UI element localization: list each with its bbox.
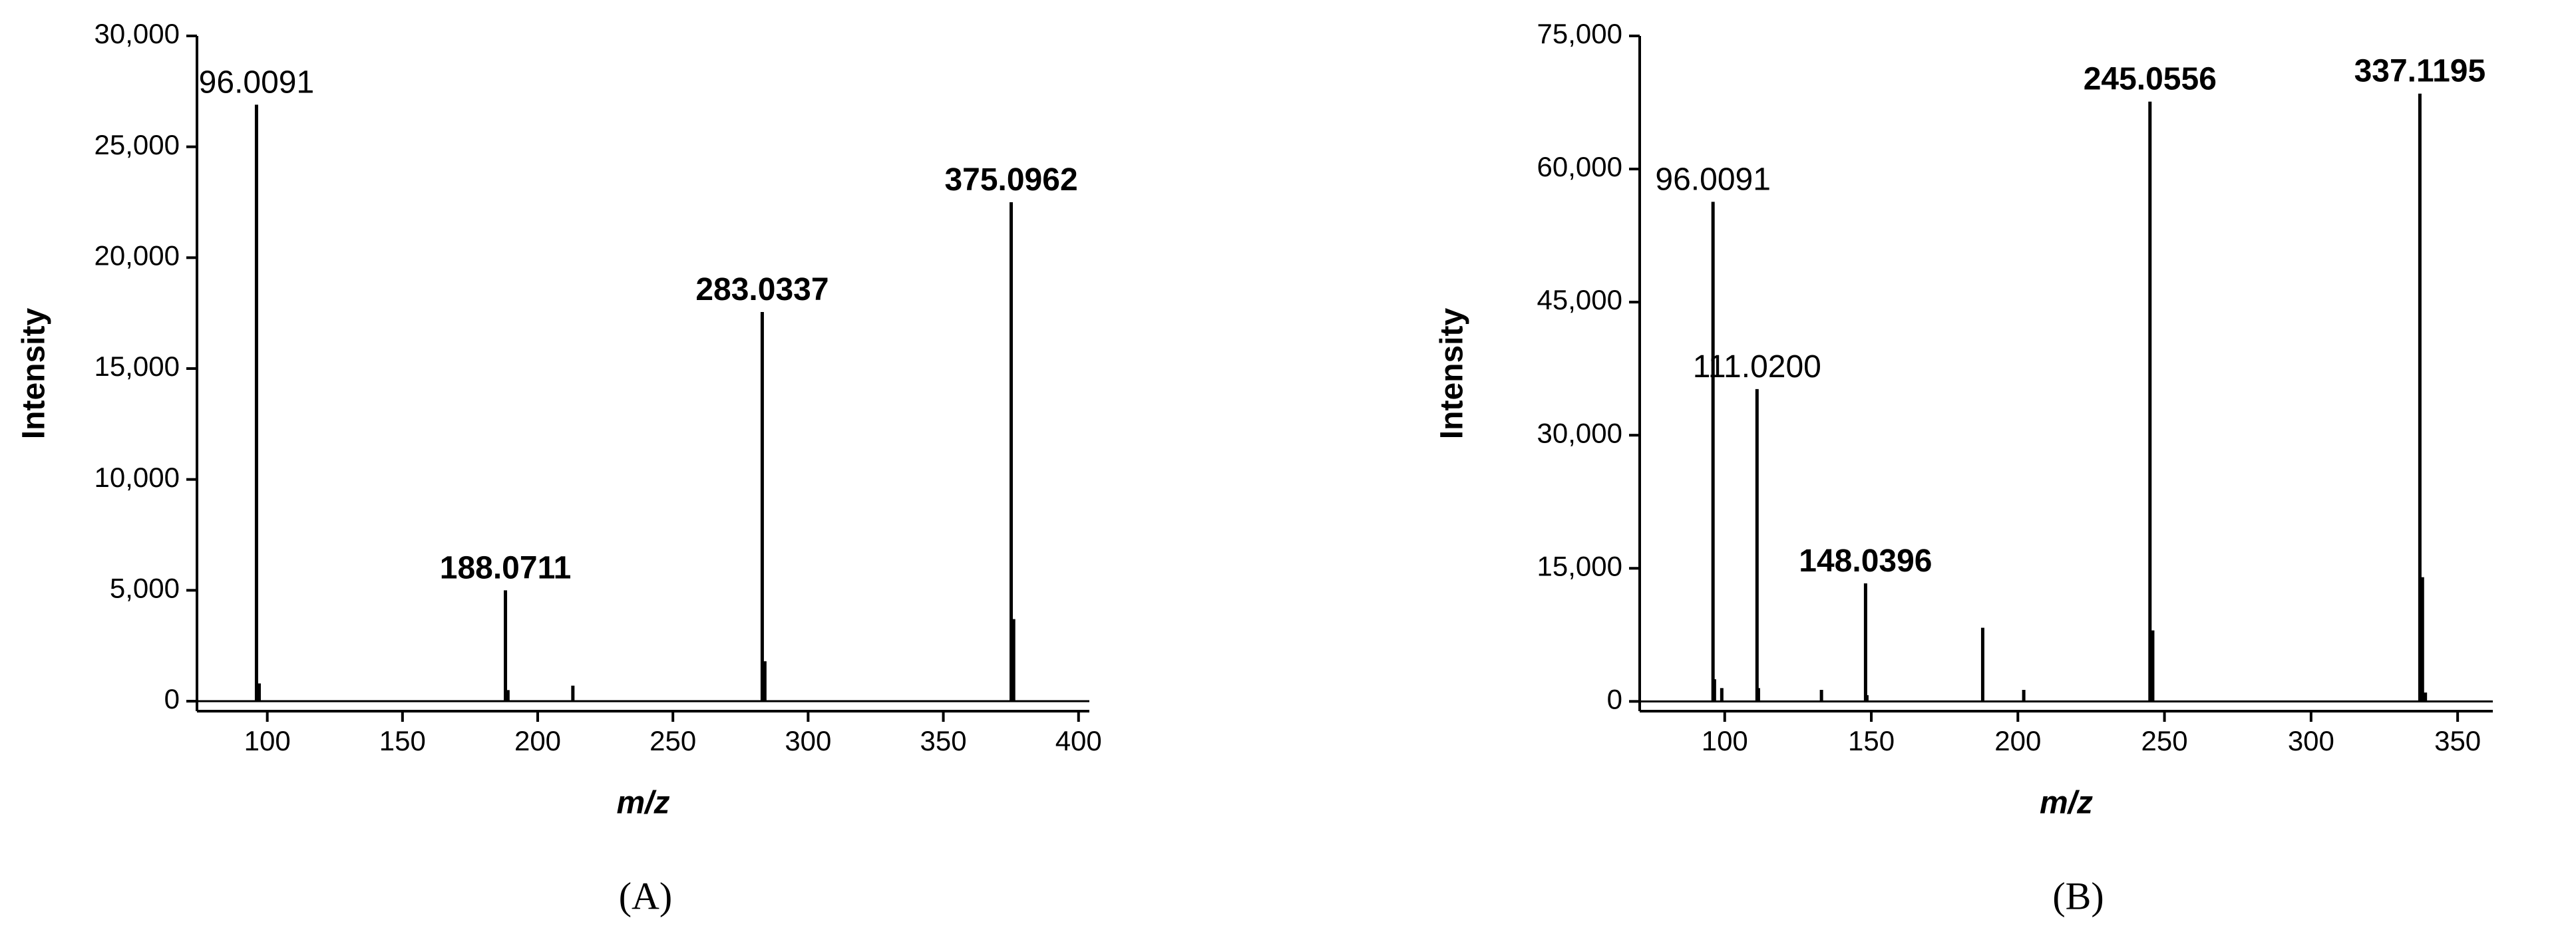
y-axis-title: Intensity [17, 308, 52, 440]
peak-label: 96.0091 [199, 65, 315, 100]
peak-label: 337.1195 [2354, 54, 2486, 89]
y-tick-label: 20,000 [94, 239, 180, 271]
peak-label: 283.0337 [695, 272, 828, 307]
x-tick-label: 250 [649, 725, 696, 756]
peak-label: 96.0091 [1655, 162, 1771, 197]
y-tick-label: 30,000 [1537, 417, 1622, 448]
y-tick-label: 30,000 [94, 18, 180, 49]
x-tick-label: 100 [244, 725, 291, 756]
x-axis-title: m/z [616, 786, 669, 821]
x-tick-label: 350 [920, 725, 967, 756]
x-tick-label: 150 [1848, 725, 1895, 756]
y-tick-label: 75,000 [1537, 18, 1622, 49]
peak-label: 188.0711 [440, 550, 572, 585]
peak-label: 245.0556 [2084, 62, 2217, 97]
x-tick-label: 400 [1055, 725, 1102, 756]
y-tick-label: 10,000 [94, 462, 180, 493]
x-tick-label: 200 [1994, 725, 2041, 756]
y-axis-title: Intensity [1435, 308, 1470, 440]
y-tick-label: 0 [164, 683, 180, 714]
x-tick-label: 300 [785, 725, 831, 756]
y-tick-label: 15,000 [1537, 550, 1622, 581]
x-tick-label: 300 [2288, 725, 2334, 756]
y-tick-label: 25,000 [94, 129, 180, 160]
y-tick-label: 45,000 [1537, 284, 1622, 315]
peak-label: 148.0396 [1799, 544, 1932, 579]
y-tick-label: 0 [1607, 683, 1622, 714]
panel-label: (A) [619, 874, 673, 917]
x-tick-label: 350 [2434, 725, 2481, 756]
y-tick-label: 60,000 [1537, 151, 1622, 182]
y-tick-label: 5,000 [110, 572, 180, 603]
x-tick-label: 100 [1702, 725, 1748, 756]
x-axis-title: m/z [2040, 786, 2093, 821]
y-tick-label: 15,000 [94, 351, 180, 382]
peak-label: 375.0962 [944, 162, 1077, 198]
x-tick-label: 200 [514, 725, 561, 756]
peak-label: 111.0200 [1693, 349, 1821, 385]
panel-label: (B) [2052, 874, 2104, 917]
x-tick-label: 250 [2141, 725, 2188, 756]
x-tick-label: 150 [379, 725, 426, 756]
